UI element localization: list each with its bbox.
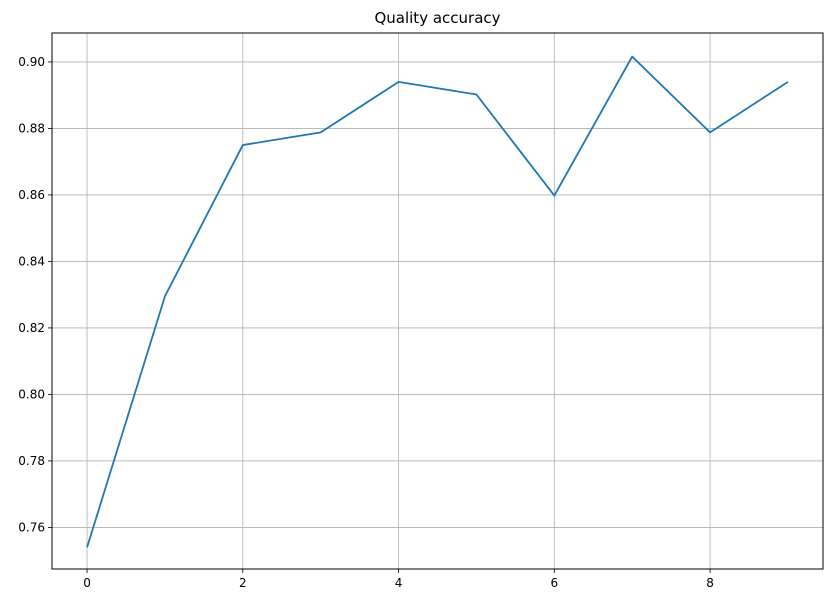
y-tick-label: 0.88 [18,121,45,135]
y-tick-label: 0.90 [18,55,45,69]
plot-frame [51,32,824,570]
y-tick-label: 0.80 [18,387,45,401]
x-axis: 0 2 4 6 8 [83,569,714,590]
series-layer [86,55,789,548]
y-axis: 0.76 0.78 0.80 0.82 0.84 0.86 0.88 0.90 [18,55,52,534]
chart-title: Quality accuracy [374,9,500,27]
y-tick-label: 0.84 [18,254,45,268]
x-tick-label: 0 [83,576,91,590]
y-tick-label: 0.76 [18,520,45,534]
y-tick-label: 0.82 [18,321,45,335]
x-tick-label: 4 [395,576,403,590]
x-tick-label: 6 [550,576,558,590]
x-tick-label: 2 [239,576,247,590]
grid [52,33,823,569]
series-line [86,55,789,548]
y-tick-label: 0.78 [18,454,45,468]
y-tick-label: 0.86 [18,188,45,202]
x-tick-label: 8 [706,576,714,590]
